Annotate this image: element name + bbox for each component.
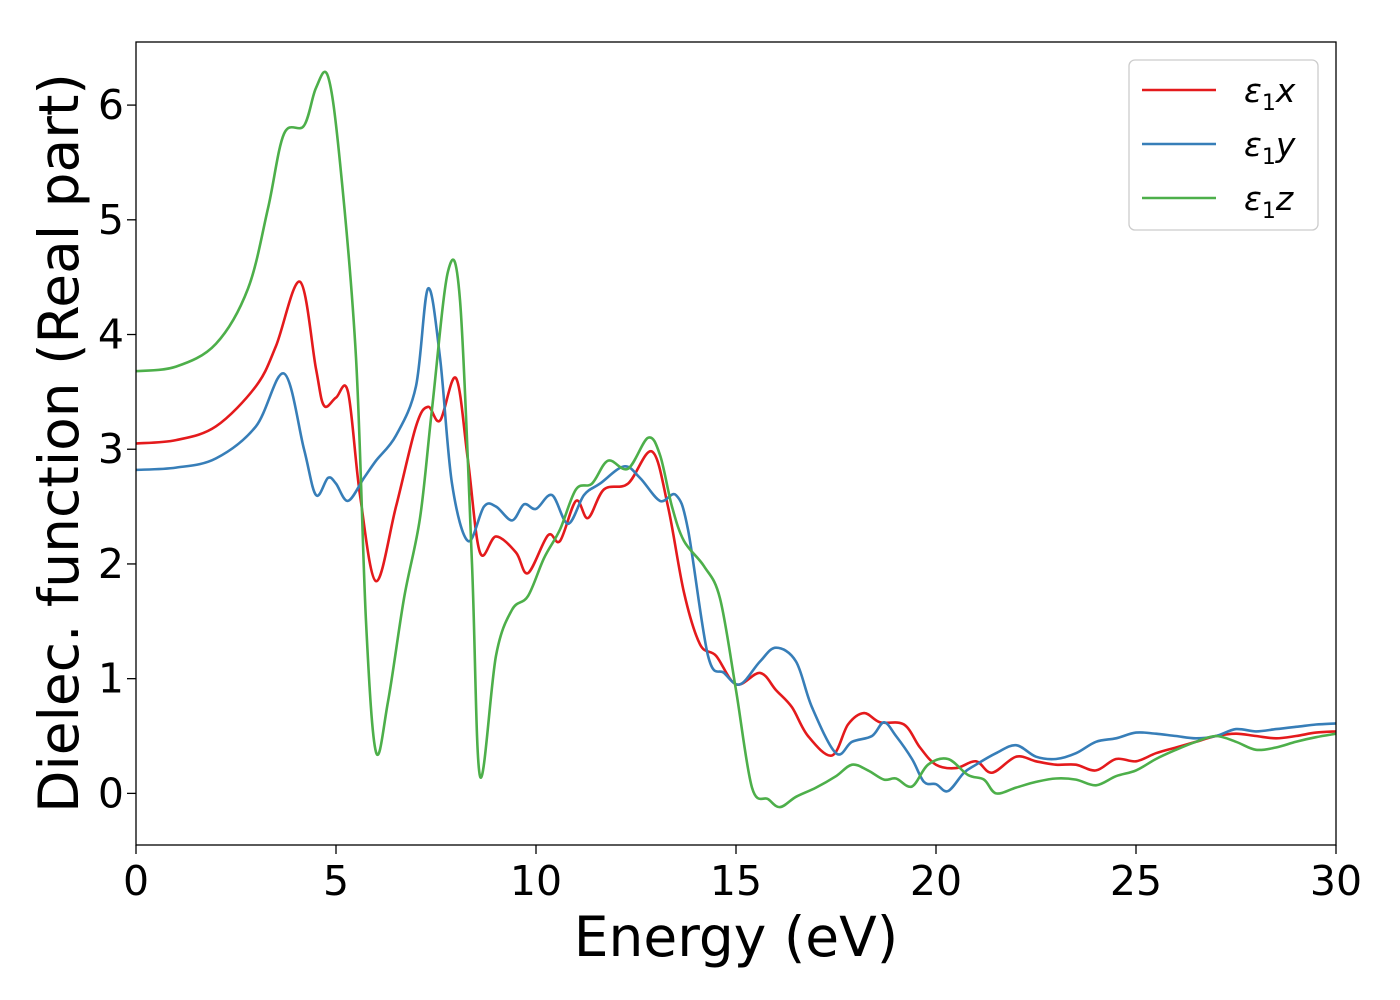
y-tick-label: 3: [98, 425, 124, 473]
y-tick-label: 2: [98, 540, 124, 588]
x-tick-label: 30: [1310, 857, 1362, 905]
y-tick-label: 5: [98, 196, 124, 244]
y-axis-label: Dielec. function (Real part): [27, 73, 91, 813]
x-axis-label: Energy (eV): [574, 905, 898, 969]
series-layer: [135, 70, 1337, 809]
legend-label-y: ε1y: [1244, 125, 1296, 170]
series-line-x: [135, 280, 1337, 774]
y-tick-label: 0: [98, 769, 124, 817]
x-tick-label: 0: [123, 857, 149, 905]
y-tick-label: 1: [98, 655, 124, 703]
legend-label-z: ε1z: [1244, 179, 1294, 224]
legend-box: [1128, 59, 1319, 231]
series-line-y: [135, 287, 1337, 793]
x-tick-label: 25: [1110, 857, 1162, 905]
x-tick-label: 10: [510, 857, 562, 905]
legend-label-x: ε1x: [1244, 71, 1296, 116]
series-line-z: [135, 70, 1337, 809]
x-tick-label: 20: [910, 857, 962, 905]
x-tick-label: 5: [323, 857, 349, 905]
y-tick-label: 6: [98, 81, 124, 129]
y-tick-label: 4: [98, 311, 124, 359]
y-axis: 0 1 2 3 4 5 6: [98, 81, 136, 817]
x-tick-label: 15: [710, 857, 762, 905]
x-axis: 0 5 10 15 20 25 30: [123, 845, 1362, 905]
legend: ε1x ε1y ε1z: [1128, 59, 1319, 231]
